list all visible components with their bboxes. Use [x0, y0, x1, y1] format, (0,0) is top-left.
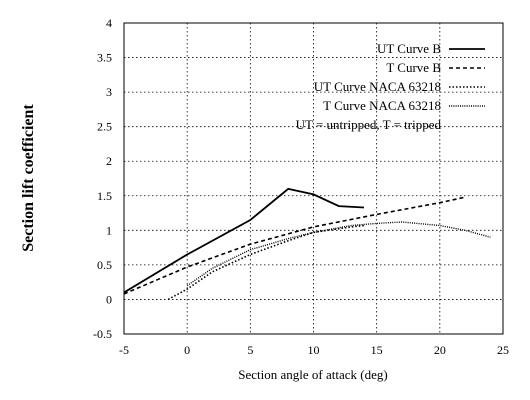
y-tick-label: 3	[106, 85, 112, 99]
y-tick-label: 3.5	[97, 51, 112, 65]
x-axis-title: Section angle of attack (deg)	[238, 367, 387, 382]
y-tick-label: 0.5	[97, 258, 112, 272]
y-tick-label: 1.5	[97, 189, 112, 203]
grid	[124, 23, 503, 334]
series-line-ut-curve-b	[123, 187, 365, 294]
plot-frame	[123, 22, 504, 335]
legend: UT Curve B T Curve B UT Curve NACA 63218 T …	[296, 41, 485, 132]
x-tick-label: 0	[184, 343, 190, 357]
x-tick-label: 5	[247, 343, 253, 357]
y-tick-label: 2	[106, 154, 112, 168]
x-tick-label: 25	[497, 343, 509, 357]
series-layer	[123, 187, 491, 301]
x-tick-label: -5	[119, 343, 129, 357]
y-tick-label: 4	[106, 16, 112, 30]
legend-label: UT Curve B	[377, 41, 441, 56]
y-tick-label: 1	[106, 223, 112, 237]
y-tick-label: 0	[106, 292, 112, 306]
legend-label: T Curve NACA 63218	[323, 98, 441, 113]
legend-label: T Curve B	[386, 60, 441, 75]
legend-label: UT Curve NACA 63218	[314, 79, 441, 94]
legend-note: UT = untripped, T = tripped	[296, 117, 442, 132]
y-tick-label: 2.5	[97, 120, 112, 134]
x-tick-label: 10	[308, 343, 320, 357]
y-axis-title: Section lift coefficient	[20, 104, 37, 252]
series-line-ut-curve-naca-63218	[167, 224, 365, 301]
series-line-t-curve-b	[123, 196, 466, 295]
x-tick-label: 15	[371, 343, 383, 357]
tick-labels: -5 0 5 10 15 20 25 -0.5 0 0.5 1 1.5 2 2.5 3 3.5 4	[93, 16, 509, 357]
y-tick-label: -0.5	[93, 327, 112, 341]
x-tick-label: 20	[434, 343, 446, 357]
series-line-t-curve-naca-63218	[186, 221, 491, 287]
